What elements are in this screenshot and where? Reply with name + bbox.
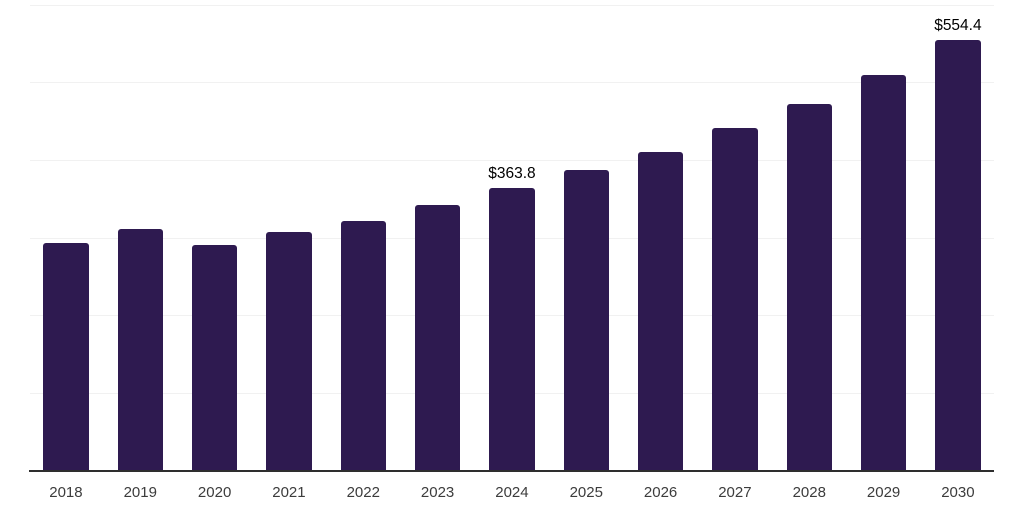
bar-2029 — [860, 75, 907, 471]
bar-2030 — [935, 39, 981, 471]
bar-2023 — [414, 204, 461, 471]
gridline-400 — [30, 159, 994, 161]
bar-2022 — [340, 221, 387, 471]
x-tick-label-2025: 2025 — [569, 483, 603, 501]
bar-2021 — [266, 231, 312, 471]
x-tick-label-2019: 2019 — [123, 483, 157, 501]
bar-2028 — [786, 104, 832, 471]
x-tick-label-2029: 2029 — [866, 483, 901, 501]
bar-2025 — [563, 170, 609, 471]
value-label-2024: $363.8 — [488, 164, 536, 182]
gridline-500 — [30, 82, 994, 84]
bar-2024 — [489, 187, 535, 471]
x-tick-label-2020: 2020 — [197, 483, 232, 501]
x-tick-label-2028: 2028 — [792, 483, 826, 501]
bar-2019 — [117, 229, 164, 471]
x-tick-label-2021: 2021 — [272, 483, 306, 501]
x-tick-label-2030: 2030 — [941, 483, 975, 501]
x-axis-line — [29, 469, 994, 472]
bar-2018 — [43, 243, 89, 471]
x-tick-label-2024: 2024 — [495, 483, 529, 501]
bar-2020 — [191, 245, 238, 471]
x-tick-label-2027: 2027 — [718, 483, 752, 501]
x-tick-label-2023: 2023 — [420, 483, 455, 501]
value-label-2030: $554.4 — [934, 16, 982, 34]
x-tick-label-2026: 2026 — [643, 483, 678, 501]
bar-2026 — [637, 151, 684, 471]
bar-2027 — [712, 128, 758, 471]
x-tick-label-2022: 2022 — [346, 483, 380, 501]
gridline-600 — [30, 4, 994, 6]
x-tick-label-2018: 2018 — [49, 483, 83, 501]
